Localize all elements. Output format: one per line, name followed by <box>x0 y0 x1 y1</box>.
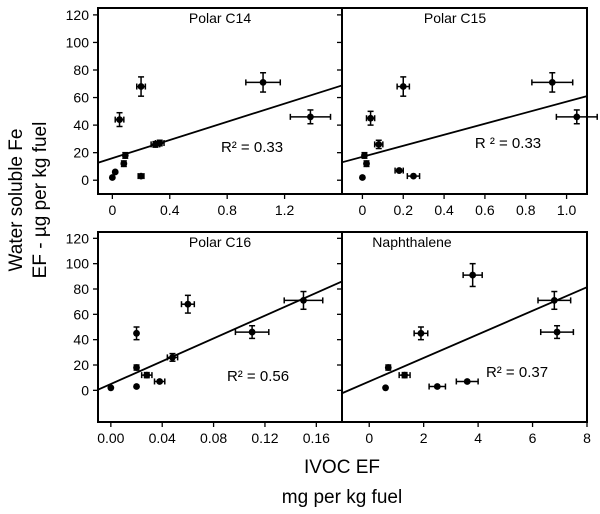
panel-title: Polar C15 <box>424 10 486 26</box>
panel-frame <box>97 7 343 195</box>
fit-line <box>97 84 343 164</box>
data-point <box>307 113 314 121</box>
y-tick-label: 120 <box>66 230 90 246</box>
data-point <box>169 354 176 361</box>
data-point <box>359 174 366 181</box>
panel-2: 0 0.2 0.4 0.6 0.8 1.0 Polar C15 R ² = 0.33 <box>337 7 598 218</box>
data-point <box>133 364 140 371</box>
panel-frame <box>341 231 588 423</box>
data-point <box>573 113 581 121</box>
y-tick-label: 60 <box>73 90 89 106</box>
data-point <box>401 371 409 379</box>
x-tick-label: 1.0 <box>557 202 577 218</box>
x-tick-label: 0.16 <box>303 430 330 446</box>
x-tick-label: 0.8 <box>217 202 237 218</box>
y-tick-label: 40 <box>73 332 89 348</box>
x-tick-label: 0.2 <box>394 202 414 218</box>
y-tick-label: 60 <box>73 306 89 322</box>
x-tick-label: 0.8 <box>516 202 536 218</box>
data-point <box>133 329 140 337</box>
data-point <box>300 297 307 304</box>
data-point <box>107 384 115 392</box>
y-axis-title-line1: Water soluble Fe <box>6 129 27 272</box>
data-point <box>433 383 441 390</box>
y-tick-label: 100 <box>66 34 90 50</box>
panel-frame <box>341 7 588 195</box>
y-tick-label: 20 <box>73 357 89 373</box>
fit-line <box>341 95 588 164</box>
x-tick-label: 1.2 <box>275 202 295 218</box>
y-tick-label: 0 <box>81 382 89 398</box>
data-point <box>375 141 383 148</box>
data-point <box>111 168 119 176</box>
data-point <box>143 371 151 379</box>
r-squared-label: R² = 0.33 <box>221 139 283 156</box>
data-point <box>120 160 128 168</box>
data-point <box>410 172 417 180</box>
panel-title: Naphthalene <box>372 234 452 250</box>
data-point <box>248 328 256 336</box>
data-point <box>417 329 425 337</box>
x-axis-title-line2: mg per kg fuel <box>282 487 402 508</box>
data-point <box>259 79 267 86</box>
data-point <box>116 116 123 123</box>
panel-title: Polar C14 <box>189 10 251 26</box>
y-tick-label: 40 <box>73 117 89 133</box>
data-point <box>550 297 558 304</box>
data-point <box>121 152 129 159</box>
data-point <box>553 328 561 336</box>
panel-title: Polar C16 <box>189 234 251 250</box>
data-point <box>137 83 145 90</box>
data-point <box>384 364 392 371</box>
y-axis-title-line2: EF - µg per kg fuel <box>30 122 51 279</box>
x-tick-label: 0.04 <box>149 430 176 446</box>
data-point <box>382 384 389 392</box>
y-tick-label: 0 <box>81 172 89 188</box>
x-tick-label: 0.08 <box>200 430 227 446</box>
y-tick-label: 120 <box>66 7 90 23</box>
panel-3: 0 20 40 60 80 100 120 0.00 0.04 0.08 0.12 0.16 Polar… <box>66 230 343 446</box>
r-squared-label: R² = 0.56 <box>227 368 289 385</box>
data-point <box>108 174 116 181</box>
r-squared-label: R ² = 0.33 <box>475 135 541 152</box>
y-tick-label: 80 <box>73 62 89 78</box>
data-point <box>363 160 370 168</box>
data-point <box>133 383 140 390</box>
data-point <box>399 83 407 90</box>
x-tick-label: 0.00 <box>97 430 124 446</box>
x-tick-label: 4 <box>474 430 482 446</box>
data-point <box>156 139 164 147</box>
y-tick-label: 100 <box>66 256 90 272</box>
y-tick-label: 80 <box>73 281 89 297</box>
data-point <box>469 271 477 279</box>
x-tick-label: 8 <box>583 430 591 446</box>
data-point <box>367 114 374 122</box>
x-tick-label: 0 <box>359 202 367 218</box>
x-tick-label: 0.4 <box>434 202 454 218</box>
r-squared-label: R² = 0.37 <box>486 364 548 381</box>
x-tick-label: 0.6 <box>475 202 495 218</box>
y-tick-label: 20 <box>73 145 89 161</box>
data-point <box>137 172 145 180</box>
panel-4: 0 2 4 6 8 Naphthalene R² = 0.37 <box>337 231 591 446</box>
x-tick-label: 0.12 <box>251 430 278 446</box>
fit-line <box>341 286 588 395</box>
data-point <box>548 79 556 86</box>
data-point <box>361 152 368 159</box>
x-tick-label: 0 <box>108 202 116 218</box>
x-tick-label: 2 <box>420 430 428 446</box>
panel-1: 0 20 40 60 80 100 120 0 0.4 0.8 1.2 Polar C14 R² = 0… <box>66 7 343 218</box>
data-point <box>156 378 164 385</box>
data-point <box>184 300 192 308</box>
x-axis-title-line1: IVOC EF <box>304 457 380 478</box>
data-point <box>395 167 403 174</box>
x-tick-label: 6 <box>529 430 537 446</box>
x-tick-label: 0 <box>365 430 373 446</box>
data-point <box>463 378 471 385</box>
x-tick-label: 0.4 <box>160 202 180 218</box>
